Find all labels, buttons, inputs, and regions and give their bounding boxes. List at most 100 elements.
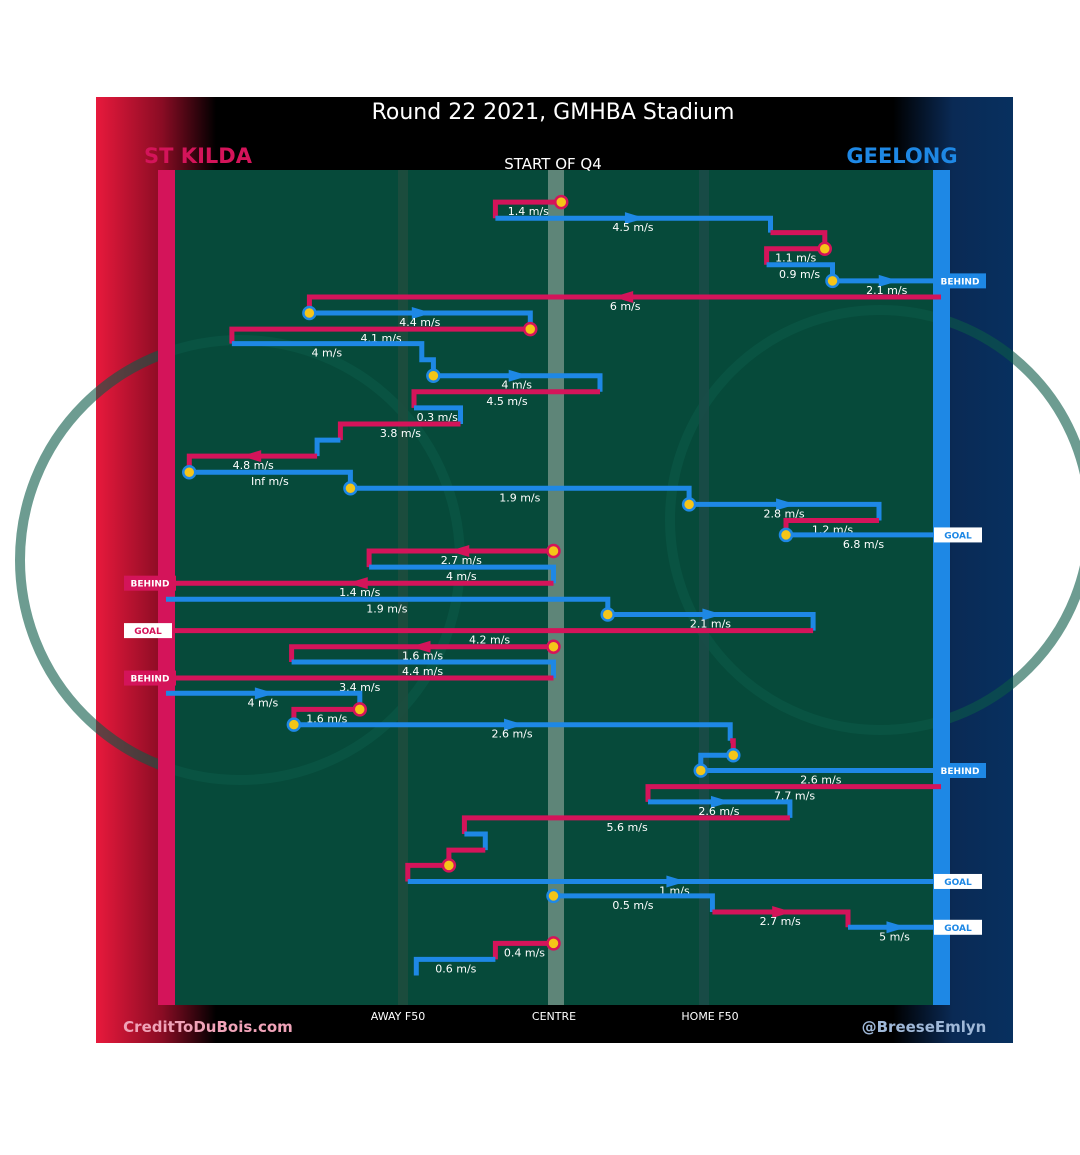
chain-segment-13 [337, 421, 461, 441]
chain-segment-0 [492, 199, 562, 219]
contest-marker-41 [441, 858, 457, 873]
speed-label-44: 2.7 m/s [760, 915, 801, 928]
chain-arrow-7 [411, 307, 432, 320]
chain-segment-25 [607, 612, 816, 631]
speed-label-25: 2.1 m/s [690, 618, 731, 631]
contest-marker-35 [693, 763, 708, 778]
contest-marker-46 [546, 936, 561, 951]
result-label-26: GOAL [134, 627, 162, 637]
chain-arrow-6 [613, 290, 634, 303]
result-badge-26 [124, 623, 172, 639]
chain-segment-22 [369, 564, 556, 584]
chain-segment-10 [433, 373, 603, 392]
contest-marker-21 [546, 543, 561, 559]
contest-marker-43 [546, 888, 561, 904]
contest-marker-32 [286, 717, 302, 732]
result-label-20: GOAL [944, 531, 972, 541]
chain-segment-39 [464, 831, 488, 851]
result-label-23: BEHIND [131, 580, 170, 590]
speed-label-5: 2.1 m/s [866, 284, 907, 297]
chart-title: Round 22 2021, GMHBA Stadium [372, 100, 735, 125]
chain-arrow-10 [508, 369, 529, 382]
contest-marker-25 [600, 607, 615, 622]
speed-label-12: 0.3 m/s [417, 411, 458, 424]
result-badge-42 [934, 873, 982, 889]
watermark-crest-left [15, 335, 465, 785]
team-left-name: ST KILDA [144, 144, 253, 168]
speed-label-0: 1.4 m/s [508, 205, 549, 218]
chain-segment-11 [411, 389, 600, 408]
chains-layer: 1.4 m/s 4.5 m/s 1.1 m/s 0.9 m/s 2.1 m/s BEHIN… [124, 194, 986, 976]
contest-marker-7 [302, 305, 317, 321]
chain-arrow-25 [702, 608, 723, 621]
home-f50-line [699, 170, 709, 1005]
chain-arrow-27 [410, 640, 431, 653]
chain-segment-37 [648, 799, 793, 818]
contest-marker-31 [352, 702, 367, 717]
chain-segment-47 [413, 956, 496, 976]
credit-right: @BreeseEmlyn [862, 1018, 987, 1036]
result-label-45: GOAL [944, 924, 972, 934]
team-right-name: GEELONG [846, 144, 957, 168]
speed-label-1: 4.5 m/s [612, 221, 653, 234]
zone-label-centre: CENTRE [532, 1010, 576, 1023]
contest-marker-3 [817, 241, 832, 256]
result-badge-45 [934, 919, 982, 935]
contest-marker-18 [681, 497, 697, 512]
chain-segment-44 [712, 909, 851, 928]
speed-label-36: 7.7 m/s [774, 790, 815, 803]
chart-subtitle: START OF Q4 [504, 155, 602, 173]
chain-arrow-1 [624, 212, 645, 225]
chain-arrow-18 [776, 498, 797, 511]
contest-marker-8 [523, 321, 538, 337]
result-badge-20 [934, 527, 982, 543]
contest-marker-0 [554, 194, 569, 210]
speed-label-45: 5 m/s [879, 930, 910, 943]
chain-arrow-32 [504, 718, 525, 731]
chain-segment-32 [293, 722, 733, 741]
speed-label-18: 2.8 m/s [763, 507, 804, 520]
chain-segment-1 [495, 215, 773, 233]
contest-marker-20 [778, 527, 794, 543]
zone-label-home-f50: HOME F50 [681, 1010, 738, 1023]
contest-marker-16 [182, 464, 197, 480]
chain-segment-12 [414, 405, 463, 424]
speed-label-13: 3.8 m/s [380, 427, 421, 440]
result-label-5: BEHIND [941, 277, 980, 287]
chain-segment-3 [764, 246, 825, 265]
chain-segment-18 [689, 501, 882, 521]
away-f50-line [398, 170, 408, 1005]
zone-label-away-f50: AWAY F50 [371, 1010, 425, 1023]
chain-arrow-5 [878, 274, 899, 287]
speed-label-24: 1.9 m/s [366, 602, 407, 615]
chain-segment-28 [291, 659, 556, 678]
centre-line [548, 170, 564, 1005]
contest-marker-10 [426, 368, 441, 383]
speed-label-26: 4.2 m/s [469, 634, 510, 647]
speed-label-10: 4 m/s [501, 379, 532, 392]
chain-segment-43 [553, 893, 715, 912]
chain-arrow-15 [241, 450, 262, 463]
speed-label-21: 2.7 m/s [441, 554, 482, 567]
chain-arrow-21 [449, 545, 470, 558]
contest-marker-5 [825, 273, 840, 289]
speed-label-46: 0.4 m/s [504, 946, 545, 959]
chain-segment-36 [645, 784, 941, 802]
speed-label-3: 1.1 m/s [775, 252, 816, 265]
speed-label-32: 2.6 m/s [491, 728, 532, 741]
speed-label-9: 4 m/s [311, 347, 342, 360]
chain-arrow-45 [886, 921, 907, 934]
speed-label-31: 1.6 m/s [306, 712, 347, 725]
chain-segment-8 [229, 326, 531, 344]
chain-arrow-30 [254, 687, 275, 700]
speed-label-4: 0.9 m/s [779, 268, 820, 281]
chain-segment-9 [231, 341, 436, 376]
result-label-35: BEHIND [941, 767, 980, 777]
chain-segment-46 [492, 940, 554, 960]
speed-label-27: 1.6 m/s [402, 650, 443, 663]
chain-segment-27 [289, 644, 554, 662]
result-badge-29 [124, 670, 176, 686]
speed-label-17: 1.9 m/s [499, 491, 540, 504]
